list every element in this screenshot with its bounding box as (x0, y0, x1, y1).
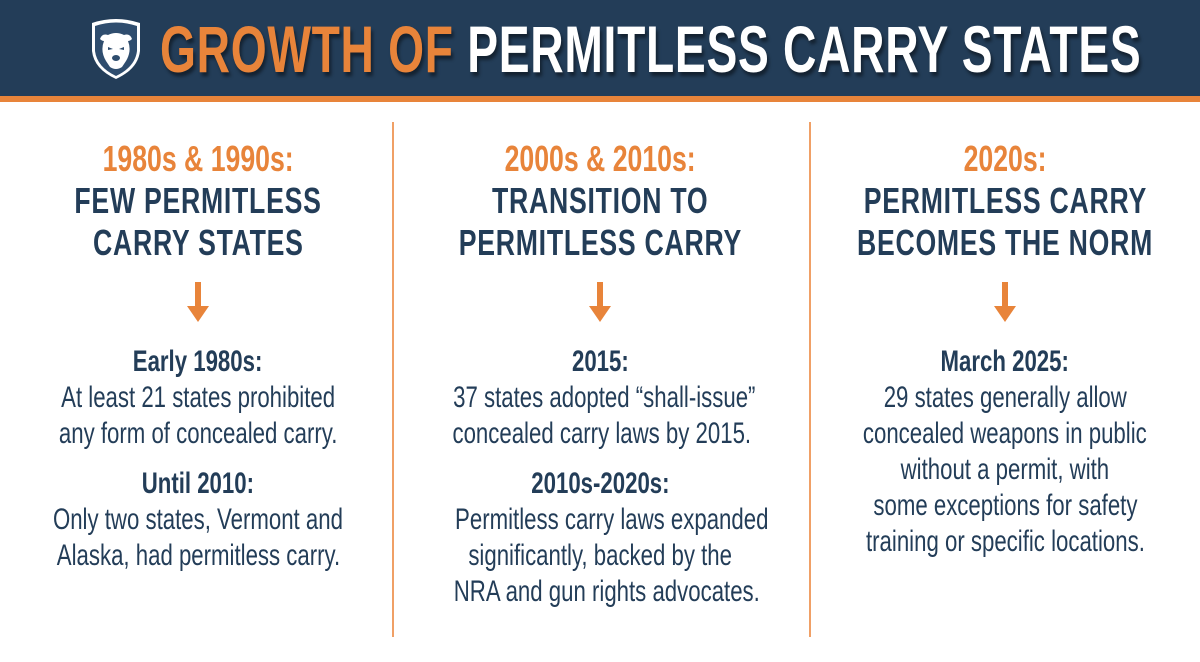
fact-label: 2015: (571, 345, 629, 378)
fact-label: March 2025: (940, 345, 1070, 378)
header-accent-bar (0, 96, 1200, 102)
era-heading-line: PERMITLESS CARRY (458, 222, 742, 263)
fact-text-line: At least 21 states prohibited (61, 381, 335, 414)
fact-text-line: concealed carry laws by 2015. (452, 417, 752, 450)
fact-text-line: Only two states, Vermont and (53, 503, 343, 536)
era-label: 1980s & 1990s: (102, 138, 294, 179)
fact-item: March 2025: 29 states generally allow co… (805, 344, 1200, 560)
title-orange-part: GROWTH OF (160, 12, 454, 86)
arrow-down-icon (589, 282, 611, 322)
era-label: 2000s & 2010s: (504, 138, 696, 179)
title-white-part: PERMITLESS CARRY STATES (467, 12, 1142, 86)
fact-text-line: 37 states adopted “shall-issue” (453, 381, 756, 414)
fact-label: Until 2010: (141, 467, 255, 500)
fact-label: Early 1980s: (133, 345, 263, 378)
fact-text-line: without a permit, with (900, 453, 1110, 486)
fact-label: 2010s-2020s: (530, 467, 670, 500)
bear-shield-icon (92, 19, 140, 79)
fact-text-line: some exceptions for safety (872, 489, 1138, 522)
fact-text-line: Permitless carry laws expanded (455, 503, 769, 536)
fact-text-line: 29 states generally allow (883, 381, 1127, 414)
fact-text-line: concealed weapons in public (863, 417, 1147, 450)
column-divider-2 (809, 122, 811, 637)
era-heading-line: BECOMES THE NORM (857, 222, 1154, 263)
arrow-down-icon (187, 282, 209, 322)
era-column-2000s-2010s: 2000s & 2010s: TRANSITION TO PERMITLESS … (400, 138, 800, 624)
fact-text-line: training or specific locations. (865, 525, 1145, 558)
era-column-2020s: 2020s: PERMITLESS CARRY BECOMES THE NORM… (805, 138, 1200, 574)
fact-item: Early 1980s: At least 21 states prohibit… (0, 344, 398, 452)
fact-item: Until 2010: Only two states, Vermont and… (0, 466, 398, 574)
fact-item: 2015: 37 states adopted “shall-issue” co… (400, 344, 800, 452)
era-heading-line: FEW PERMITLESS (74, 180, 322, 221)
era-heading-line: CARRY STATES (92, 222, 304, 263)
era-heading-line: PERMITLESS CARRY (863, 180, 1147, 221)
page-title: GROWTH OF PERMITLESS CARRY STATES (160, 8, 1160, 90)
era-label: 2020s: (963, 138, 1047, 179)
era-heading-line: TRANSITION TO (491, 180, 709, 221)
era-column-1980s-1990s: 1980s & 1990s: FEW PERMITLESS CARRY STAT… (0, 138, 398, 588)
fact-text-line: Alaska, had permitless carry. (56, 539, 340, 572)
header-banner: GROWTH OF PERMITLESS CARRY STATES (0, 0, 1200, 96)
fact-text-line: significantly, backed by the (468, 539, 732, 572)
column-divider-1 (392, 122, 394, 637)
fact-text-line: NRA and gun rights advocates. (453, 575, 760, 608)
fact-item: 2010s-2020s: Permitless carry laws expan… (400, 466, 800, 610)
arrow-down-icon (994, 282, 1016, 322)
fact-text-line: any form of concealed carry. (58, 417, 338, 450)
